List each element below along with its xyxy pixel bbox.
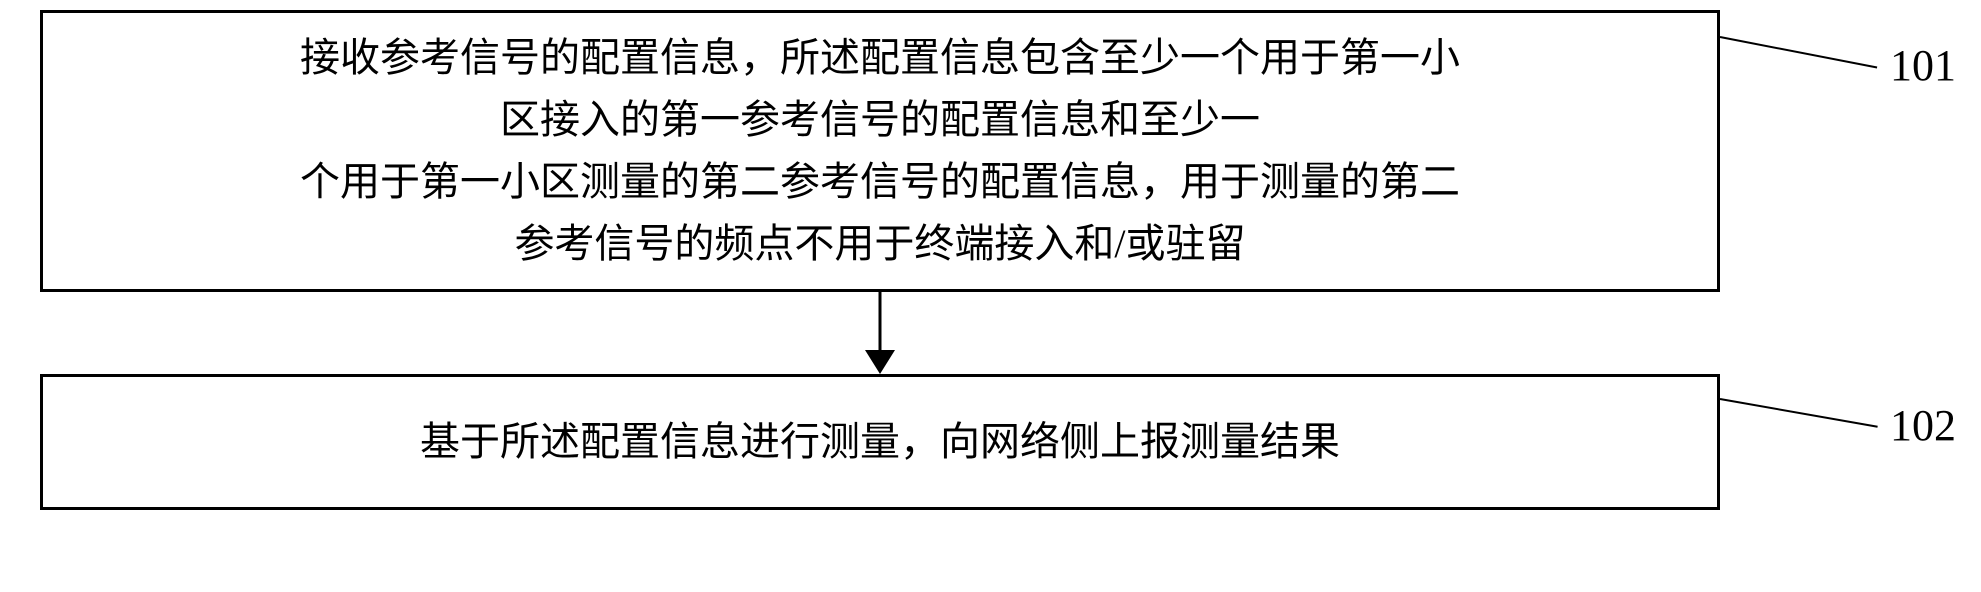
flowchart-container: 接收参考信号的配置信息，所述配置信息包含至少一个用于第一小 区接入的第一参考信号…: [40, 10, 1720, 510]
step-box-101: 接收参考信号的配置信息，所述配置信息包含至少一个用于第一小 区接入的第一参考信号…: [40, 10, 1720, 292]
connector-line-101: [1720, 36, 1877, 68]
step-label-101: 101: [1890, 40, 1956, 91]
step-101-text: 接收参考信号的配置信息，所述配置信息包含至少一个用于第一小 区接入的第一参考信号…: [73, 27, 1687, 275]
step-102-text: 基于所述配置信息进行测量，向网络侧上报测量结果: [73, 411, 1687, 473]
arrow-101-to-102: [40, 292, 1720, 374]
connector-line-102: [1720, 398, 1878, 428]
step-label-102: 102: [1890, 400, 1956, 451]
step-box-102: 基于所述配置信息进行测量，向网络侧上报测量结果: [40, 374, 1720, 510]
arrow-down-icon: [860, 292, 900, 374]
